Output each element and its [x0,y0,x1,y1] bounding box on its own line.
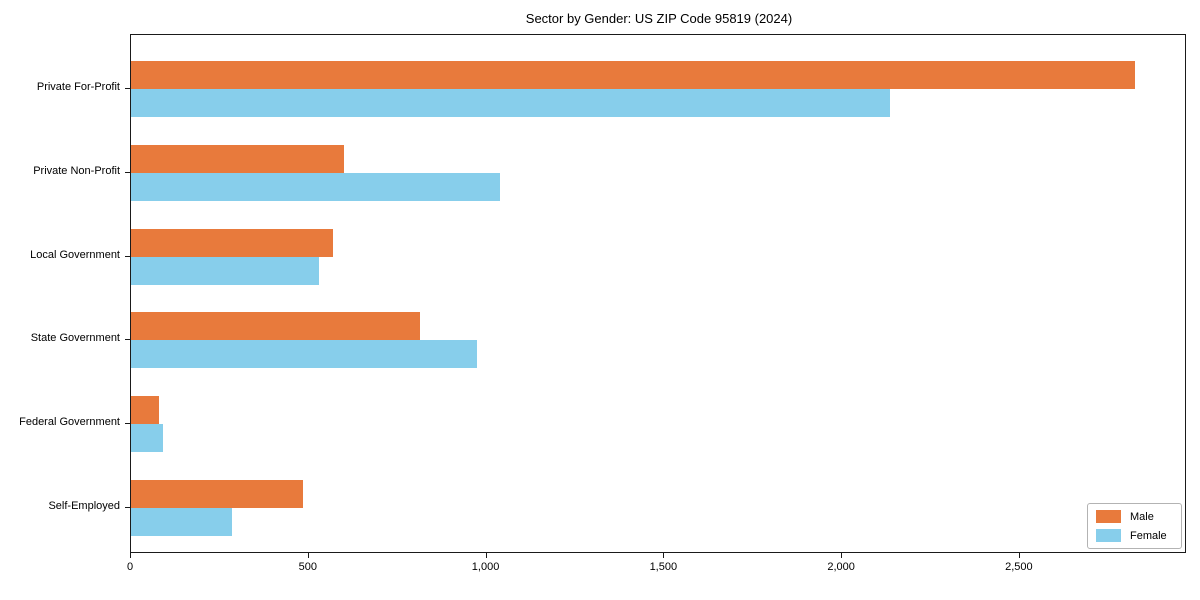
x-tick-label: 1,000 [471,561,500,573]
female-bar [131,340,477,369]
legend: Male Female [1087,503,1182,549]
male-bar [131,228,334,257]
y-tick-label: Local Government [30,248,120,261]
legend-entry: Female [1096,529,1172,542]
legend-entry: Male [1096,510,1172,523]
x-tick-label: 500 [298,561,317,573]
female-bar [131,508,233,536]
bar-group [131,312,1185,369]
plot-area: Male Female [130,34,1186,553]
bar-group [131,144,1185,201]
male-bar [131,480,304,508]
chart-title: Sector by Gender: US ZIP Code 95819 (202… [525,11,793,26]
y-tick-mark [125,423,130,425]
y-tick-mark [125,171,130,173]
y-tick-label: Self-Employed [48,500,120,512]
bar-group [131,480,1185,536]
y-tick-label: Private Non-Profit [33,164,120,177]
male-bar [131,312,421,341]
male-bar [131,61,1136,89]
y-tick-label: State Government [30,332,120,345]
x-tick-mark [841,553,843,558]
legend-label: Female [1130,529,1167,542]
x-tick-label: 0 [126,561,134,573]
y-tick-mark [125,88,130,89]
x-tick-label: 1,500 [649,561,678,573]
x-tick-mark [485,553,487,558]
x-tick-mark [663,553,665,558]
bar-group [131,228,1185,285]
x-tick-mark [130,553,131,558]
y-tick-mark [125,255,130,257]
female-legend-swatch [1096,529,1121,542]
x-tick-label: 2,000 [827,561,855,573]
y-tick-mark [125,507,130,508]
y-tick-label: Private For-Profit [36,81,120,93]
bar-group [131,396,1185,453]
male-legend-swatch [1096,510,1121,523]
x-tick-mark [1018,553,1020,558]
legend-label: Male [1130,510,1154,523]
y-tick-mark [125,339,130,341]
x-tick-mark [307,553,309,558]
female-bar [131,89,891,117]
y-tick-label: Federal Government [19,416,120,429]
male-bar [131,396,160,425]
female-bar [131,172,501,201]
male-bar [131,144,344,173]
female-bar [131,424,163,453]
bar-group [131,61,1185,117]
female-bar [131,256,320,285]
x-tick-label: 2,500 [1005,561,1033,573]
